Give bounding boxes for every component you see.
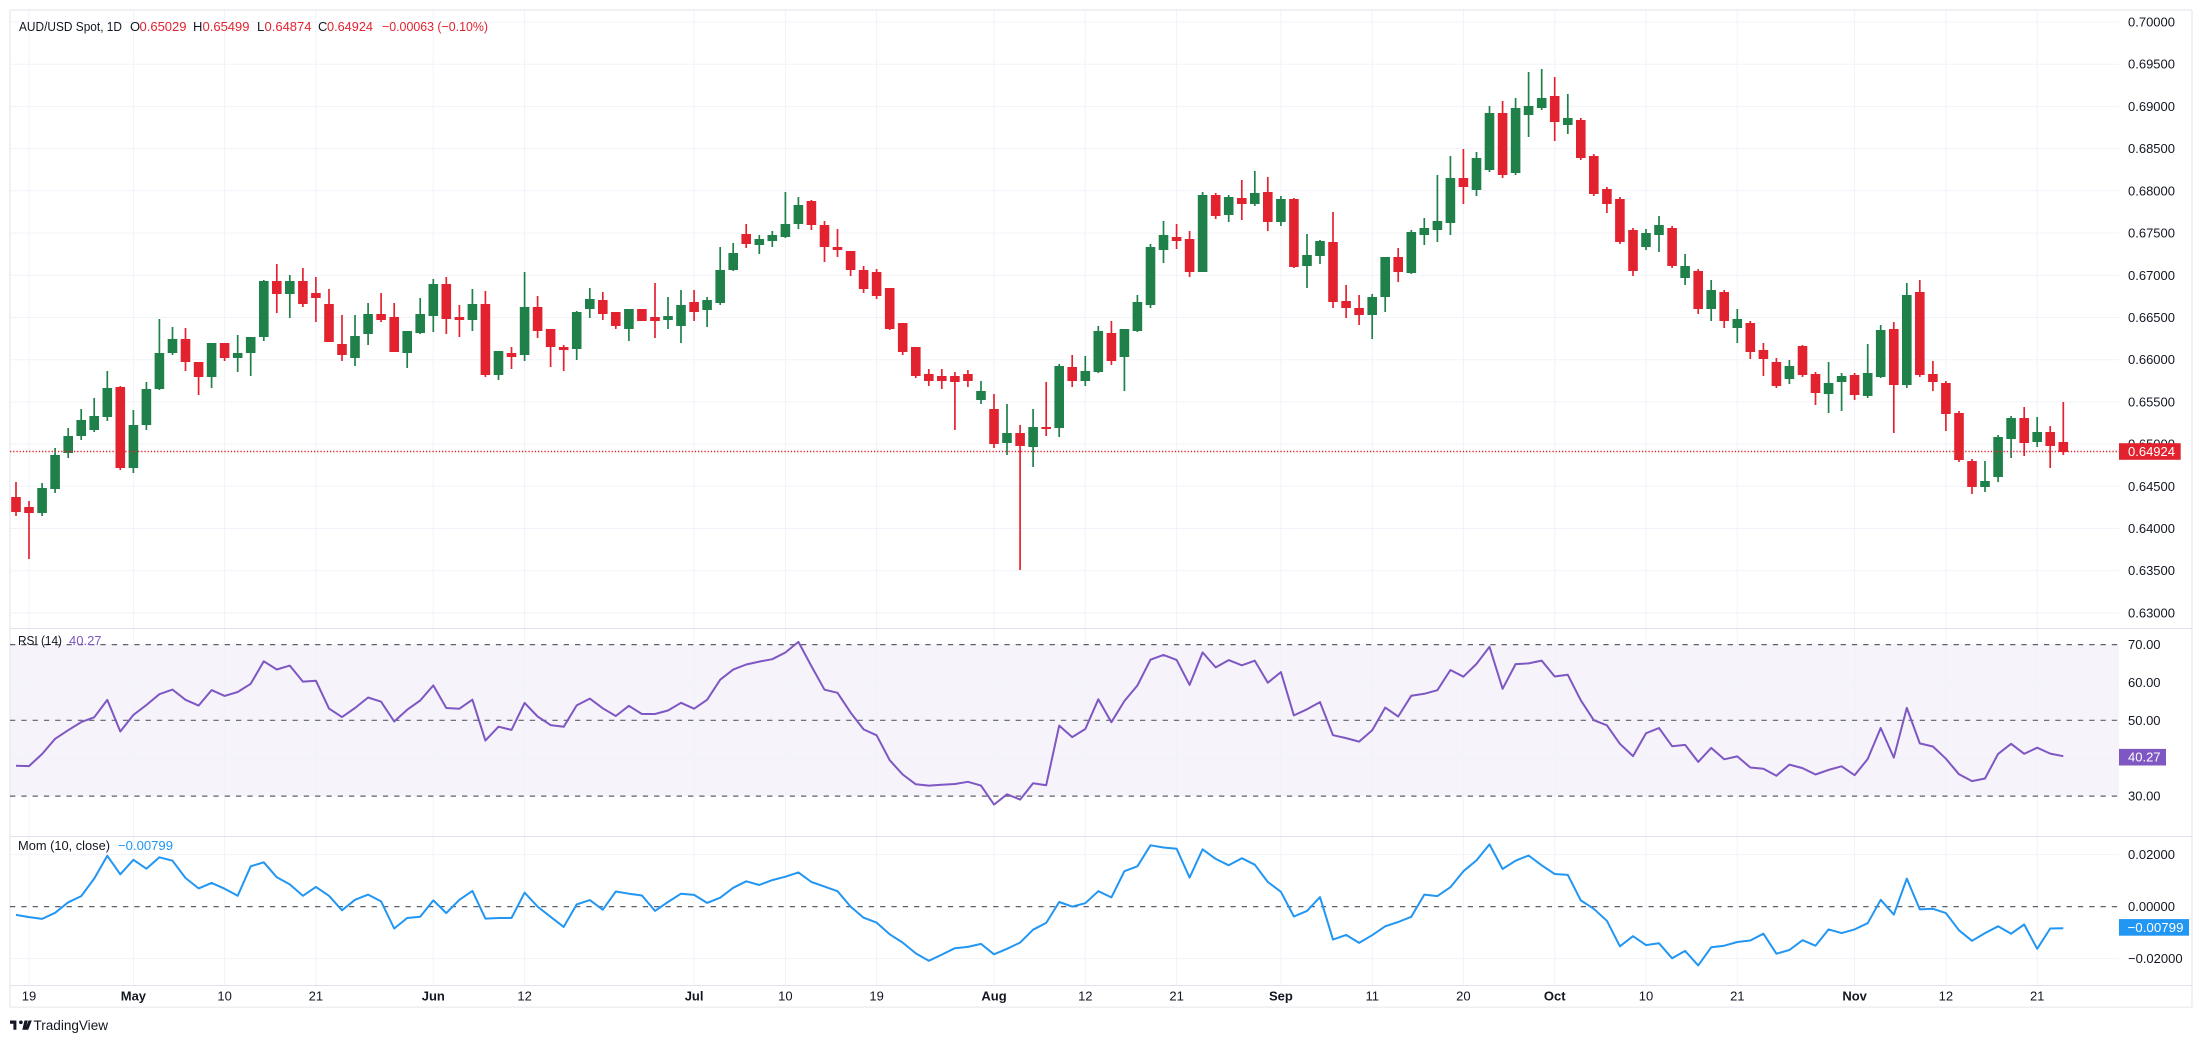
svg-text:0.66500: 0.66500 bbox=[2128, 310, 2175, 325]
svg-text:70.00: 70.00 bbox=[2128, 637, 2161, 652]
svg-text:0.67000: 0.67000 bbox=[2128, 268, 2175, 283]
svg-text:0.65500: 0.65500 bbox=[2128, 394, 2175, 409]
svg-text:AUD/USD Spot, 1D: AUD/USD Spot, 1D bbox=[19, 19, 122, 34]
svg-text:0.00000: 0.00000 bbox=[2128, 899, 2175, 914]
svg-text:0.68000: 0.68000 bbox=[2128, 183, 2175, 198]
svg-text:0.67500: 0.67500 bbox=[2128, 226, 2175, 241]
svg-text:Sep: Sep bbox=[1269, 989, 1293, 1004]
svg-text:May: May bbox=[121, 989, 147, 1004]
svg-text:Jun: Jun bbox=[422, 989, 445, 1004]
svg-text:Aug: Aug bbox=[981, 989, 1006, 1004]
svg-text:0.70000: 0.70000 bbox=[2128, 15, 2175, 30]
svg-text:21: 21 bbox=[2030, 989, 2044, 1004]
svg-text:0.69000: 0.69000 bbox=[2128, 99, 2175, 114]
svg-text:Jul: Jul bbox=[685, 989, 704, 1004]
svg-text:0.64924: 0.64924 bbox=[2128, 444, 2175, 459]
svg-text:12: 12 bbox=[1939, 989, 1953, 1004]
svg-text:0.63000: 0.63000 bbox=[2128, 605, 2175, 620]
svg-text:10: 10 bbox=[778, 989, 792, 1004]
svg-text:Nov: Nov bbox=[1842, 989, 1867, 1004]
svg-text:0.66000: 0.66000 bbox=[2128, 352, 2175, 367]
svg-text:12: 12 bbox=[1078, 989, 1092, 1004]
svg-text:10: 10 bbox=[1639, 989, 1653, 1004]
svg-text:−0.00799: −0.00799 bbox=[2128, 920, 2184, 935]
svg-text:0.68500: 0.68500 bbox=[2128, 141, 2175, 156]
svg-text:40.27: 40.27 bbox=[2128, 750, 2161, 765]
svg-text:0.69500: 0.69500 bbox=[2128, 57, 2175, 72]
svg-text:Oct: Oct bbox=[1544, 989, 1566, 1004]
svg-text:TradingView: TradingView bbox=[34, 1018, 109, 1033]
svg-text:50.00: 50.00 bbox=[2128, 713, 2161, 728]
svg-text:RSI (14)40.27: RSI (14) 40.27 bbox=[18, 633, 102, 648]
svg-text:30.00: 30.00 bbox=[2128, 789, 2161, 804]
svg-text:12: 12 bbox=[517, 989, 531, 1004]
svg-text:60.00: 60.00 bbox=[2128, 675, 2161, 690]
svg-text:19: 19 bbox=[22, 989, 36, 1004]
svg-text:0.63500: 0.63500 bbox=[2128, 563, 2175, 578]
svg-text:21: 21 bbox=[309, 989, 323, 1004]
svg-text:0.64500: 0.64500 bbox=[2128, 479, 2175, 494]
svg-text:Mom (10, close)−0.00799: Mom (10, close) −0.00799 bbox=[18, 838, 173, 853]
svg-text:21: 21 bbox=[1169, 989, 1183, 1004]
svg-text:19: 19 bbox=[869, 989, 883, 1004]
svg-text:11: 11 bbox=[1365, 989, 1379, 1004]
svg-text:0.64000: 0.64000 bbox=[2128, 521, 2175, 536]
svg-text:21: 21 bbox=[1730, 989, 1744, 1004]
svg-text:−0.02000: −0.02000 bbox=[2128, 951, 2183, 966]
svg-text:0.02000: 0.02000 bbox=[2128, 847, 2175, 862]
svg-text:10: 10 bbox=[217, 989, 231, 1004]
svg-text:20: 20 bbox=[1456, 989, 1470, 1004]
